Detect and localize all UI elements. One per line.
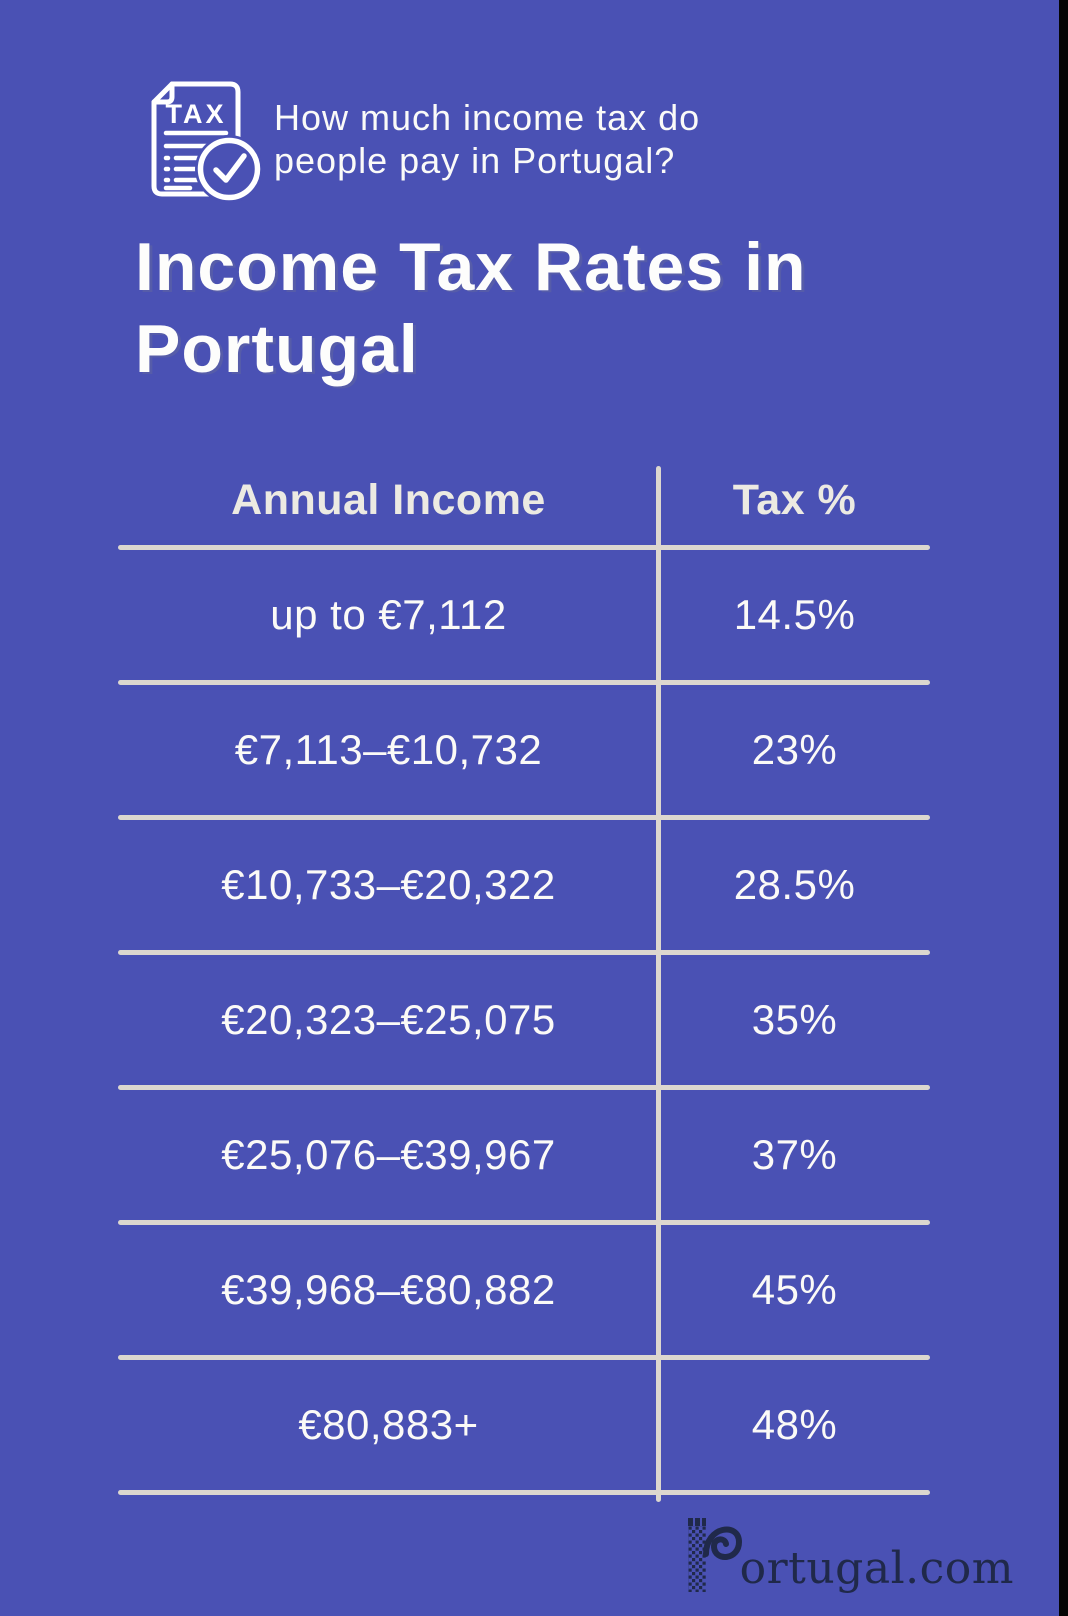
portugal-com-logo: ortugal.com bbox=[685, 1516, 1014, 1594]
table-row: €10,733–€20,322 28.5% bbox=[118, 820, 930, 950]
income-bracket: €25,076–€39,967 bbox=[221, 1131, 556, 1178]
tax-rate: 28.5% bbox=[733, 861, 856, 908]
header-question-line1: How much income tax do bbox=[274, 97, 701, 138]
income-bracket: €39,968–€80,882 bbox=[221, 1266, 556, 1313]
tax-icon-label: TAX bbox=[166, 99, 227, 129]
tax-rate: 48% bbox=[751, 1401, 838, 1448]
tax-rate: 14.5% bbox=[733, 591, 856, 638]
check-circle-gap bbox=[195, 135, 263, 203]
tax-rate: 37% bbox=[751, 1131, 838, 1178]
tax-rates-table: Annual Income Tax % up to €7,112 14.5% €… bbox=[118, 455, 930, 1502]
page-title: Income Tax Rates in Portugal bbox=[135, 226, 807, 390]
tax-rate: 35% bbox=[751, 996, 838, 1043]
header-question: How much income tax do people pay in Por… bbox=[274, 96, 700, 182]
table-row: up to €7,112 14.5% bbox=[118, 550, 930, 680]
income-bracket: €20,323–€25,075 bbox=[221, 996, 556, 1043]
column-header-tax-percent: Tax % bbox=[732, 475, 857, 524]
tax-rate: 23% bbox=[751, 726, 838, 773]
table-row: €39,968–€80,882 45% bbox=[118, 1225, 930, 1355]
page-title-line1: Income Tax Rates in bbox=[135, 229, 807, 305]
income-bracket: €10,733–€20,322 bbox=[221, 861, 556, 908]
table-row: €20,323–€25,075 35% bbox=[118, 955, 930, 1085]
header: TAX How much income tax do people pay in… bbox=[132, 76, 700, 206]
income-bracket: €7,113–€10,732 bbox=[234, 726, 543, 773]
tax-document-check-icon: TAX bbox=[151, 81, 263, 203]
table-divider-line bbox=[118, 1490, 930, 1495]
header-question-line2: people pay in Portugal? bbox=[274, 140, 676, 181]
table-divider-line bbox=[118, 680, 930, 685]
table-divider-line bbox=[118, 545, 930, 550]
table-divider-line bbox=[118, 1085, 930, 1090]
table-divider-line bbox=[118, 815, 930, 820]
page-title-line2: Portugal bbox=[135, 311, 419, 387]
table-row: €25,076–€39,967 37% bbox=[118, 1090, 930, 1220]
column-header-annual-income: Annual Income bbox=[231, 475, 546, 524]
right-edge-strip bbox=[1059, 0, 1068, 1616]
table-column-divider bbox=[656, 466, 661, 1502]
table-divider-line bbox=[118, 950, 930, 955]
logo-text: ortugal.com bbox=[739, 1543, 1014, 1594]
checkmark-icon bbox=[213, 153, 247, 183]
table-row: €7,113–€10,732 23% bbox=[118, 685, 930, 815]
tax-rate: 45% bbox=[751, 1266, 838, 1313]
table-header-row: Annual Income Tax % bbox=[118, 455, 930, 545]
table-row: €80,883+ 48% bbox=[118, 1360, 930, 1490]
income-bracket: up to €7,112 bbox=[270, 591, 507, 638]
income-bracket: €80,883+ bbox=[298, 1401, 479, 1448]
table-divider-line bbox=[118, 1355, 930, 1360]
table-divider-line bbox=[118, 1220, 930, 1225]
logo-ornate-p-icon bbox=[687, 1518, 742, 1592]
